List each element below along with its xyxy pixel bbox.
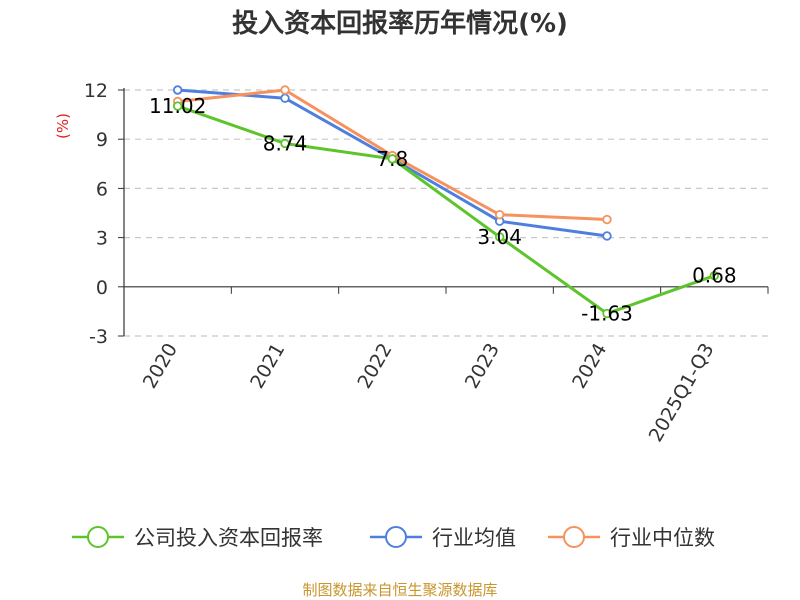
legend-marker	[87, 526, 109, 548]
data-point	[494, 232, 505, 242]
x-tick-label: 2020	[139, 340, 182, 393]
x-tick-labels: 2020 2021 2022 2023 2024 2025Q1-Q3	[139, 339, 719, 445]
data-label: 7.8	[376, 147, 408, 171]
data-point	[280, 93, 290, 103]
axes	[118, 88, 769, 337]
data-point	[602, 308, 612, 319]
x-tick-label: 2024	[568, 340, 611, 393]
legend-marker	[563, 526, 585, 548]
series-lines	[172, 85, 720, 319]
y-tick-label: 3	[96, 228, 108, 250]
x-tick-label: 2021	[246, 340, 289, 393]
y-tick-label: 6	[96, 178, 108, 200]
legend-label: 公司投入资本回报率	[134, 526, 323, 550]
data-point	[709, 270, 720, 281]
data-label: 11.02	[149, 94, 206, 118]
data-point	[602, 214, 612, 225]
data-label: 8.74	[263, 131, 308, 155]
data-point	[387, 154, 398, 164]
legend: 公司投入资本回报率 行业均值 行业中位数	[72, 526, 715, 550]
data-point	[602, 231, 612, 241]
data-point	[172, 101, 183, 111]
data-point	[280, 85, 290, 95]
y-tick-label: 9	[96, 129, 108, 151]
grid-lines	[124, 89, 768, 337]
y-tick-label: 12	[84, 80, 108, 102]
data-point	[280, 138, 290, 149]
data-labels: 11.02 8.74 7.8 3.04 -1.63 0.68	[149, 94, 737, 325]
x-tick-label: 2025Q1-Q3	[645, 340, 719, 446]
series-line-0	[177, 104, 715, 316]
data-point	[494, 209, 505, 220]
legend-label: 行业中位数	[610, 526, 715, 550]
legend-label: 行业均值	[432, 526, 516, 550]
x-tick-label: 2023	[461, 339, 504, 392]
chart-title: 投入资本回报率历年情况(%)	[232, 8, 568, 39]
y-tick-label: -3	[89, 326, 108, 348]
y-tick-label: 0	[96, 277, 108, 299]
data-label: 0.68	[692, 264, 737, 288]
data-label: 3.04	[477, 225, 522, 249]
source-note: 制图数据来自恒生聚源数据库	[302, 581, 497, 599]
data-label: -1.63	[581, 302, 633, 326]
data-point	[172, 85, 183, 95]
y-axis-label: (%)	[54, 113, 72, 139]
legend-marker	[385, 526, 407, 548]
x-tick-label: 2022	[353, 340, 396, 393]
y-tick-labels: -3 0 3 6 9 12	[84, 80, 108, 348]
